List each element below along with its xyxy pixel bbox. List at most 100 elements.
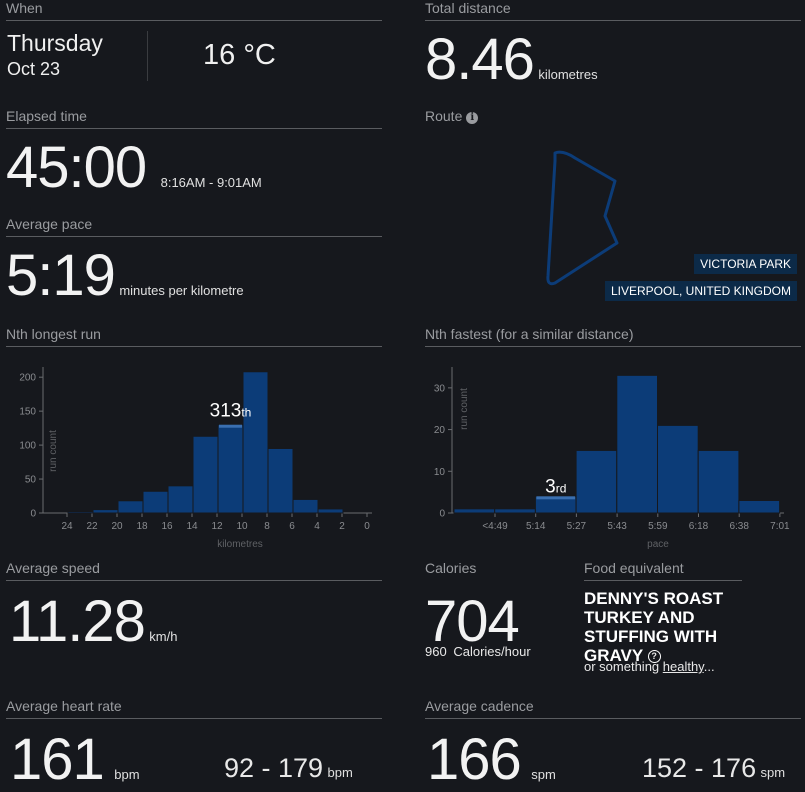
info-icon[interactable]: i [466, 112, 479, 124]
x-tick-label: 5:27 [567, 521, 587, 532]
average-speed-value: 11.28 [9, 589, 146, 654]
x-tick-label: 20 [111, 521, 123, 532]
when-header: When [6, 0, 382, 21]
x-tick-label: 14 [186, 521, 198, 532]
elapsed-time-header: Elapsed time [6, 108, 382, 129]
y-tick-label: 30 [434, 383, 446, 394]
current-run-marker [219, 424, 242, 428]
average-pace-panel: Average pace 5:19 minutes per kilometre [6, 216, 382, 305]
x-tick-label: 5:59 [648, 521, 668, 532]
bar[interactable] [117, 500, 144, 514]
calories-value: 704 [425, 589, 520, 654]
route-map[interactable] [535, 146, 625, 291]
location-city: LIVERPOOL, UNITED KINGDOM [604, 281, 797, 301]
food-panel: Food equivalent DENNY'S ROAST TURKEY AND… [584, 560, 742, 674]
date: Oct 23 [7, 59, 61, 79]
total-distance-value: 8.46 [425, 27, 535, 92]
heart-rate-panel: Average heart rate 161 bpm 92 - 179 bpm [6, 698, 382, 789]
bar[interactable] [242, 371, 269, 514]
heart-rate-header: Average heart rate [6, 698, 382, 719]
cadence-panel: Average cadence 166 spm 152 - 176 spm [425, 698, 801, 789]
nth-fastest-chart: run count pace 0 10 20 30 <4:49 5:14 5:27 5:43 5… [434, 367, 790, 550]
x-tick-label: 5:14 [526, 521, 546, 532]
bar-current-run[interactable] [217, 424, 244, 514]
bar[interactable] [292, 498, 319, 514]
x-tick-label: 18 [136, 521, 148, 532]
cadence-range: 152 - 176 [642, 753, 757, 783]
heart-rate-unit: bpm [114, 767, 140, 782]
average-pace-header: Average pace [6, 216, 382, 237]
total-distance-panel: Total distance 8.46 kilometres [425, 0, 801, 89]
elapsed-time-range: 8:16AM - 9:01AM [160, 175, 262, 190]
heart-rate-range: 92 - 179 [224, 753, 324, 783]
average-speed-panel: Average speed 11.28 km/h [6, 560, 382, 651]
food-suffix-post: ... [703, 659, 715, 674]
nth-longest-header: Nth longest run [6, 326, 382, 347]
x-axis-title: kilometres [217, 539, 263, 550]
cadence-range-unit: spm [760, 765, 786, 780]
route-header-label: Route [425, 108, 463, 124]
nth-fastest-header: Nth fastest (for a similar distance) [425, 326, 801, 347]
bar[interactable] [142, 490, 169, 514]
elapsed-time-panel: Elapsed time 45:00 8:16AM - 9:01AM [6, 108, 382, 197]
average-pace-unit: minutes per kilometre [119, 283, 244, 298]
healthy-link[interactable]: healthy [662, 659, 704, 674]
average-pace-value: 5:19 [6, 243, 116, 308]
calories-header: Calories [425, 560, 477, 576]
x-tick-label: 2 [339, 521, 345, 532]
x-tick-label: 8 [264, 521, 270, 532]
x-tick-label: <4:49 [482, 521, 508, 532]
y-tick-label: 200 [19, 373, 36, 384]
when-panel: When Thursday Oct 23 16 °C [6, 0, 382, 81]
y-tick-label: 0 [30, 509, 36, 520]
x-tick-label: 0 [364, 521, 370, 532]
bar[interactable] [317, 508, 344, 514]
bar[interactable] [453, 508, 496, 514]
bar[interactable] [616, 374, 659, 514]
x-tick-label: 16 [161, 521, 173, 532]
x-axis-title: pace [647, 539, 669, 550]
calories-panel: Calories 704 960 Calories/hour [425, 560, 575, 659]
y-tick-label: 0 [439, 509, 445, 520]
food-suffix-pre: or something [584, 659, 663, 674]
x-tick-label: 5:43 [607, 521, 627, 532]
y-tick-label: 100 [19, 441, 36, 452]
bar[interactable] [738, 499, 781, 514]
route-header: Route i [425, 108, 801, 128]
location-park: VICTORIA PARK [694, 254, 797, 274]
bar[interactable] [267, 447, 294, 514]
temperature: 16 °C [203, 39, 276, 71]
total-distance-unit: kilometres [538, 67, 598, 82]
x-tick-label: 6:38 [729, 521, 749, 532]
bar[interactable] [167, 485, 194, 514]
average-speed-header: Average speed [6, 560, 382, 581]
nth-longest-panel: Nth longest run run count kilometres 0 50… [6, 326, 382, 550]
x-tick-label: 24 [61, 521, 73, 532]
cadence-unit: spm [531, 767, 556, 782]
help-icon[interactable]: ? [647, 650, 661, 663]
bar[interactable] [494, 508, 536, 514]
rank-annotation: 3rd [545, 476, 566, 497]
bar[interactable] [92, 509, 119, 514]
x-tick-label: 6 [289, 521, 295, 532]
average-speed-unit: km/h [149, 629, 178, 644]
calories-rate-value: 960 [425, 644, 447, 659]
food-name: DENNY'S ROAST TURKEY AND STUFFING WITH G… [584, 589, 724, 665]
y-tick-label: 20 [434, 425, 446, 436]
bar[interactable] [67, 511, 94, 514]
x-tick-label: 6:18 [689, 521, 709, 532]
x-tick-label: 12 [211, 521, 223, 532]
bar[interactable] [697, 449, 740, 514]
bar[interactable] [575, 449, 618, 514]
heart-rate-range-unit: bpm [327, 765, 353, 780]
bar[interactable] [657, 424, 699, 514]
x-tick-label: 4 [314, 521, 320, 532]
cadence-header: Average cadence [425, 698, 801, 719]
rank-annotation: 313th [210, 401, 252, 422]
x-tick-label: 10 [236, 521, 248, 532]
day-name: Thursday [7, 30, 103, 56]
bar[interactable] [192, 435, 219, 514]
y-axis-title: run count [48, 430, 59, 472]
x-tick-label: 7:01 [770, 521, 790, 532]
